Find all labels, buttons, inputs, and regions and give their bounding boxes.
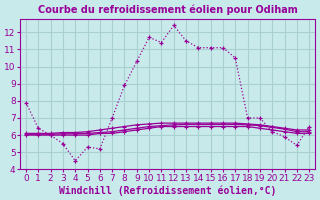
X-axis label: Windchill (Refroidissement éolien,°C): Windchill (Refroidissement éolien,°C): [59, 185, 276, 196]
Title: Courbe du refroidissement éolien pour Odiham: Courbe du refroidissement éolien pour Od…: [38, 4, 298, 15]
